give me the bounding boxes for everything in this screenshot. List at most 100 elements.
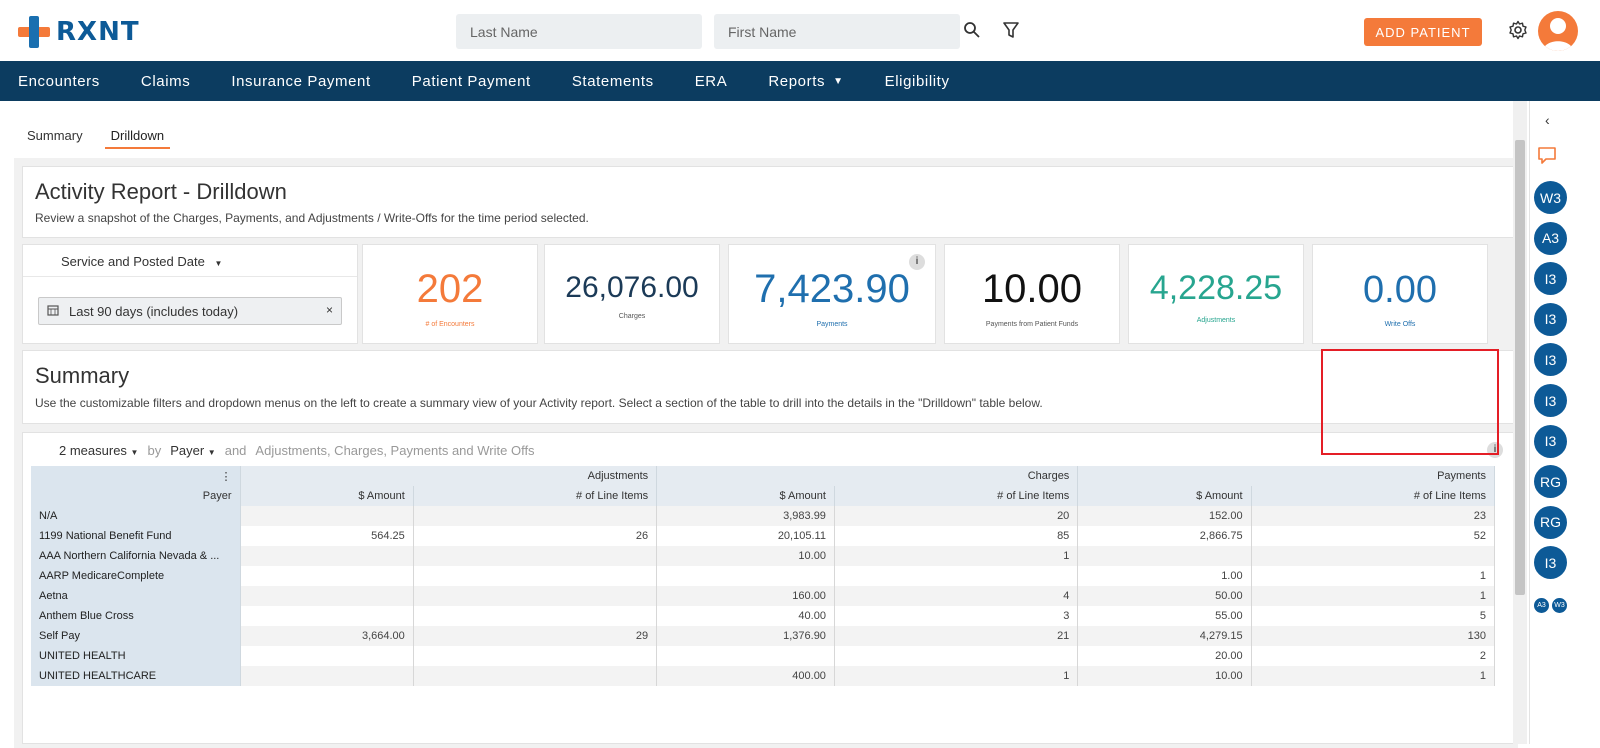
table-row[interactable]: 1199 National Benefit Fund 564.25 26 20,105…: [31, 526, 1496, 546]
chat-icon[interactable]: [1537, 146, 1559, 171]
value-cell[interactable]: 152.00: [1077, 506, 1252, 526]
payer-cell[interactable]: Aetna: [31, 586, 241, 606]
tab-summary[interactable]: Summary: [27, 128, 83, 143]
value-cell[interactable]: [413, 506, 658, 526]
nav-encounters[interactable]: Encounters: [18, 72, 100, 90]
nav-patient-payment[interactable]: Patient Payment: [411, 72, 531, 90]
value-cell[interactable]: [240, 566, 414, 586]
collapse-icon[interactable]: ‹: [1545, 112, 1550, 128]
table-row[interactable]: AARP MedicareComplete 1.00 1: [31, 566, 1496, 586]
value-cell[interactable]: [1251, 546, 1496, 566]
mini-user-badge[interactable]: A3: [1534, 598, 1549, 613]
user-badge[interactable]: I3: [1534, 546, 1567, 580]
table-row[interactable]: Anthem Blue Cross 40.00 3 55.00 5: [31, 606, 1496, 626]
payer-cell[interactable]: N/A: [31, 506, 241, 526]
value-cell[interactable]: [834, 646, 1079, 666]
value-cell[interactable]: [656, 566, 835, 586]
value-cell[interactable]: [240, 646, 414, 666]
user-badge[interactable]: I3: [1534, 302, 1567, 336]
nav-insurance-payment[interactable]: Insurance Payment: [231, 72, 371, 90]
close-icon[interactable]: ×: [325, 303, 333, 317]
value-cell[interactable]: 20,105.11: [656, 526, 835, 546]
user-avatar[interactable]: [1538, 11, 1578, 51]
table-menu-icon[interactable]: ⋮: [31, 466, 241, 486]
column-header[interactable]: # of Line Items: [834, 486, 1079, 506]
value-cell[interactable]: 1: [834, 546, 1079, 566]
tab-drilldown[interactable]: Drilldown: [104, 128, 171, 149]
value-cell[interactable]: 20: [834, 506, 1079, 526]
group-dropdown[interactable]: Payer ▼: [170, 443, 216, 458]
value-cell[interactable]: [240, 666, 414, 686]
value-cell[interactable]: 2,866.75: [1077, 526, 1252, 546]
value-cell[interactable]: 3,664.00: [240, 626, 414, 646]
mini-user-badge[interactable]: W3: [1552, 598, 1567, 613]
group-header[interactable]: Charges: [656, 466, 1079, 486]
value-cell[interactable]: 160.00: [656, 586, 835, 606]
value-cell[interactable]: 1.00: [1077, 566, 1252, 586]
value-cell[interactable]: [413, 606, 658, 626]
user-badge[interactable]: W3: [1534, 181, 1567, 214]
payer-cell[interactable]: UNITED HEALTHCARE: [31, 666, 241, 686]
value-cell[interactable]: [240, 546, 414, 566]
table-row[interactable]: AAA Northern California Nevada & ... 10.0…: [31, 546, 1496, 566]
value-cell[interactable]: 1: [1251, 566, 1496, 586]
payer-cell[interactable]: UNITED HEALTH: [31, 646, 241, 666]
payer-cell[interactable]: AAA Northern California Nevada & ...: [31, 546, 241, 566]
value-cell[interactable]: 1: [1251, 666, 1496, 686]
scrollbar-thumb[interactable]: [1515, 140, 1525, 595]
table-row[interactable]: Aetna 160.00 4 50.00 1: [31, 586, 1496, 606]
value-cell[interactable]: [656, 646, 835, 666]
value-cell[interactable]: 23: [1251, 506, 1496, 526]
fields-label[interactable]: Adjustments, Charges, Payments and Write…: [255, 443, 535, 458]
date-type-dropdown[interactable]: Service and Posted Date ▼: [23, 245, 357, 277]
table-row[interactable]: UNITED HEALTH 20.00 2: [31, 646, 1496, 666]
value-cell[interactable]: 130: [1251, 626, 1496, 646]
value-cell[interactable]: [413, 646, 658, 666]
nav-eligibility[interactable]: Eligibility: [884, 72, 950, 90]
user-badge[interactable]: I3: [1534, 384, 1567, 417]
filter-icon[interactable]: [1000, 19, 1022, 41]
value-cell[interactable]: 20.00: [1077, 646, 1252, 666]
value-cell[interactable]: 52: [1251, 526, 1496, 546]
value-cell[interactable]: 5: [1251, 606, 1496, 626]
value-cell[interactable]: [413, 666, 658, 686]
value-cell[interactable]: 21: [834, 626, 1079, 646]
user-badge[interactable]: I3: [1534, 343, 1567, 377]
value-cell[interactable]: 29: [413, 626, 658, 646]
value-cell[interactable]: 55.00: [1077, 606, 1252, 626]
nav-claims[interactable]: Claims: [140, 72, 191, 90]
column-header[interactable]: # of Line Items: [1251, 486, 1496, 506]
value-cell[interactable]: [240, 586, 414, 606]
row-header-payer[interactable]: Payer: [31, 486, 241, 506]
value-cell[interactable]: [413, 566, 658, 586]
value-cell[interactable]: [834, 566, 1079, 586]
payer-cell[interactable]: AARP MedicareComplete: [31, 566, 241, 586]
value-cell[interactable]: 3: [834, 606, 1079, 626]
last-name-input[interactable]: [456, 14, 702, 49]
value-cell[interactable]: 85: [834, 526, 1079, 546]
value-cell[interactable]: 400.00: [656, 666, 835, 686]
value-cell[interactable]: 4: [834, 586, 1079, 606]
value-cell[interactable]: 4,279.15: [1077, 626, 1252, 646]
value-cell[interactable]: 1: [1251, 586, 1496, 606]
value-cell[interactable]: 40.00: [656, 606, 835, 626]
column-header[interactable]: $ Amount: [240, 486, 414, 506]
value-cell[interactable]: 564.25: [240, 526, 414, 546]
table-row[interactable]: Self Pay 3,664.00 29 1,376.90 21 4,279.15 130: [31, 626, 1496, 646]
value-cell[interactable]: [240, 506, 414, 526]
value-cell[interactable]: 50.00: [1077, 586, 1252, 606]
table-row[interactable]: UNITED HEALTHCARE 400.00 1 10.00 1: [31, 666, 1496, 686]
gear-icon[interactable]: [1508, 20, 1528, 45]
value-cell[interactable]: 3,983.99: [656, 506, 835, 526]
value-cell[interactable]: [240, 606, 414, 626]
column-header[interactable]: $ Amount: [1077, 486, 1252, 506]
value-cell[interactable]: 10.00: [656, 546, 835, 566]
payer-cell[interactable]: Anthem Blue Cross: [31, 606, 241, 626]
value-cell[interactable]: 2: [1251, 646, 1496, 666]
payer-cell[interactable]: Self Pay: [31, 626, 241, 646]
payer-cell[interactable]: 1199 National Benefit Fund: [31, 526, 241, 546]
add-patient-button[interactable]: ADD PATIENT: [1364, 18, 1482, 46]
value-cell[interactable]: 26: [413, 526, 658, 546]
nav-era[interactable]: ERA: [694, 72, 728, 90]
nav-statements[interactable]: Statements: [571, 72, 654, 90]
